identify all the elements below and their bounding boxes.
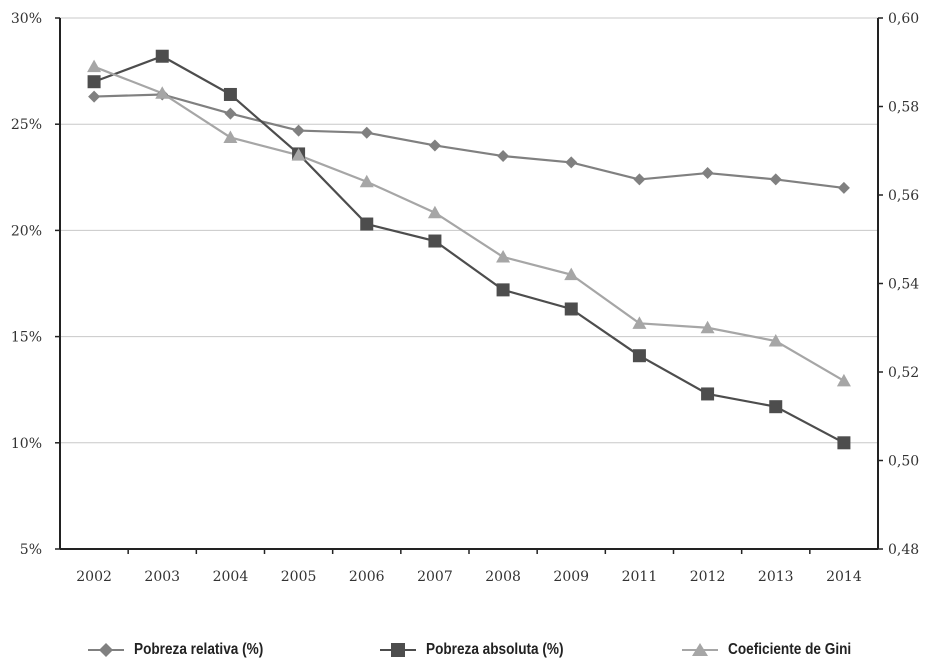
x-tick-label: 2005	[281, 569, 317, 585]
x-tick-label: 2004	[213, 569, 249, 585]
x-tick-label: 2008	[485, 569, 521, 585]
diamond-marker	[224, 107, 237, 120]
legend: Pobreza relativa (%) Pobreza absoluta (%…	[0, 640, 946, 666]
triangle-marker	[496, 249, 511, 263]
diamond-marker	[360, 126, 373, 139]
square-marker	[496, 283, 510, 297]
legend-label: Pobreza absoluta (%)	[426, 641, 564, 658]
legend-triangle-icon	[682, 643, 718, 656]
triangle-marker	[836, 373, 851, 387]
diamond-marker	[88, 90, 101, 103]
triangle-marker	[359, 174, 374, 188]
diamond-marker	[769, 173, 782, 186]
diamond-marker	[633, 173, 646, 186]
diamond-marker	[428, 139, 441, 152]
legend-square-icon	[380, 643, 416, 657]
y-left-tick-label: 15%	[11, 330, 42, 346]
x-tick-label: 2002	[76, 569, 112, 585]
square-marker	[837, 436, 851, 450]
gridlines	[60, 17, 878, 444]
square-marker	[360, 217, 374, 231]
x-tick-label: 2003	[144, 569, 180, 585]
triangle-marker	[564, 267, 579, 281]
y-left-tick-label: 5%	[20, 542, 42, 558]
legend-diamond-icon	[88, 643, 124, 657]
square-marker	[564, 302, 578, 316]
triangle-marker	[87, 59, 102, 73]
series-line-2	[93, 65, 845, 382]
triangle-marker	[223, 130, 238, 143]
x-tick-label: 2011	[622, 569, 658, 585]
diamond-marker	[292, 124, 305, 137]
y-right-tick-label: 0,54	[888, 277, 919, 293]
triangle-marker	[700, 320, 715, 334]
legend-label: Coeficiente de Gini	[728, 641, 852, 658]
y-right-tick-label: 0,60	[888, 11, 919, 27]
y-right-tick-label: 0,50	[888, 454, 919, 470]
x-tick-label: 2006	[349, 569, 385, 585]
triangle-marker	[632, 316, 647, 329]
series-line-1	[93, 55, 845, 444]
x-tick-label: 2013	[758, 569, 794, 585]
x-tick-label: 2012	[690, 569, 726, 585]
legend-item-coeficiente-gini: Coeficiente de Gini	[682, 640, 873, 660]
diamond-marker	[565, 156, 578, 169]
legend-item-pobreza-absoluta: Pobreza absoluta (%)	[380, 640, 588, 660]
legend-label: Pobreza relativa (%)	[134, 641, 264, 658]
triangle-marker	[427, 205, 442, 219]
y-right-tick-label: 0,58	[888, 100, 919, 116]
square-marker	[428, 234, 442, 248]
y-right-tick-label: 0,56	[888, 188, 919, 204]
diamond-marker	[497, 150, 510, 163]
square-marker	[155, 49, 169, 63]
series-line-0	[94, 93, 845, 190]
diamond-marker	[837, 181, 850, 194]
line-chart: 5% 10% 15% 20% 25% 30% 0,48 0,50 0,52 0,54 0,56 0,5…	[11, 11, 919, 585]
x-tick-label: 2014	[826, 569, 862, 585]
y-left-tick-label: 10%	[11, 436, 42, 452]
x-tick-label: 2007	[417, 569, 453, 585]
legend-item-pobreza-relativa: Pobreza relativa (%)	[88, 640, 286, 660]
square-marker	[223, 87, 237, 101]
diamond-marker	[701, 167, 714, 180]
y-left-tick-label: 20%	[11, 223, 42, 239]
y-left-tick-label: 30%	[11, 11, 42, 27]
triangle-marker	[291, 148, 306, 161]
square-marker	[701, 387, 715, 401]
triangle-marker	[155, 86, 170, 99]
square-marker	[87, 75, 101, 89]
series-markers	[87, 49, 851, 450]
y-right-tick-label: 0,48	[888, 542, 919, 558]
square-marker	[769, 400, 783, 414]
y-left-tick-label: 25%	[11, 117, 42, 133]
square-marker	[632, 349, 646, 363]
axes: 5% 10% 15% 20% 25% 30% 0,48 0,50 0,52 0,54 0,56 0,5…	[11, 11, 919, 585]
series-lines	[93, 55, 845, 444]
y-right-tick-label: 0,52	[888, 365, 919, 381]
triangle-marker	[768, 334, 783, 347]
x-tick-label: 2009	[553, 569, 589, 585]
